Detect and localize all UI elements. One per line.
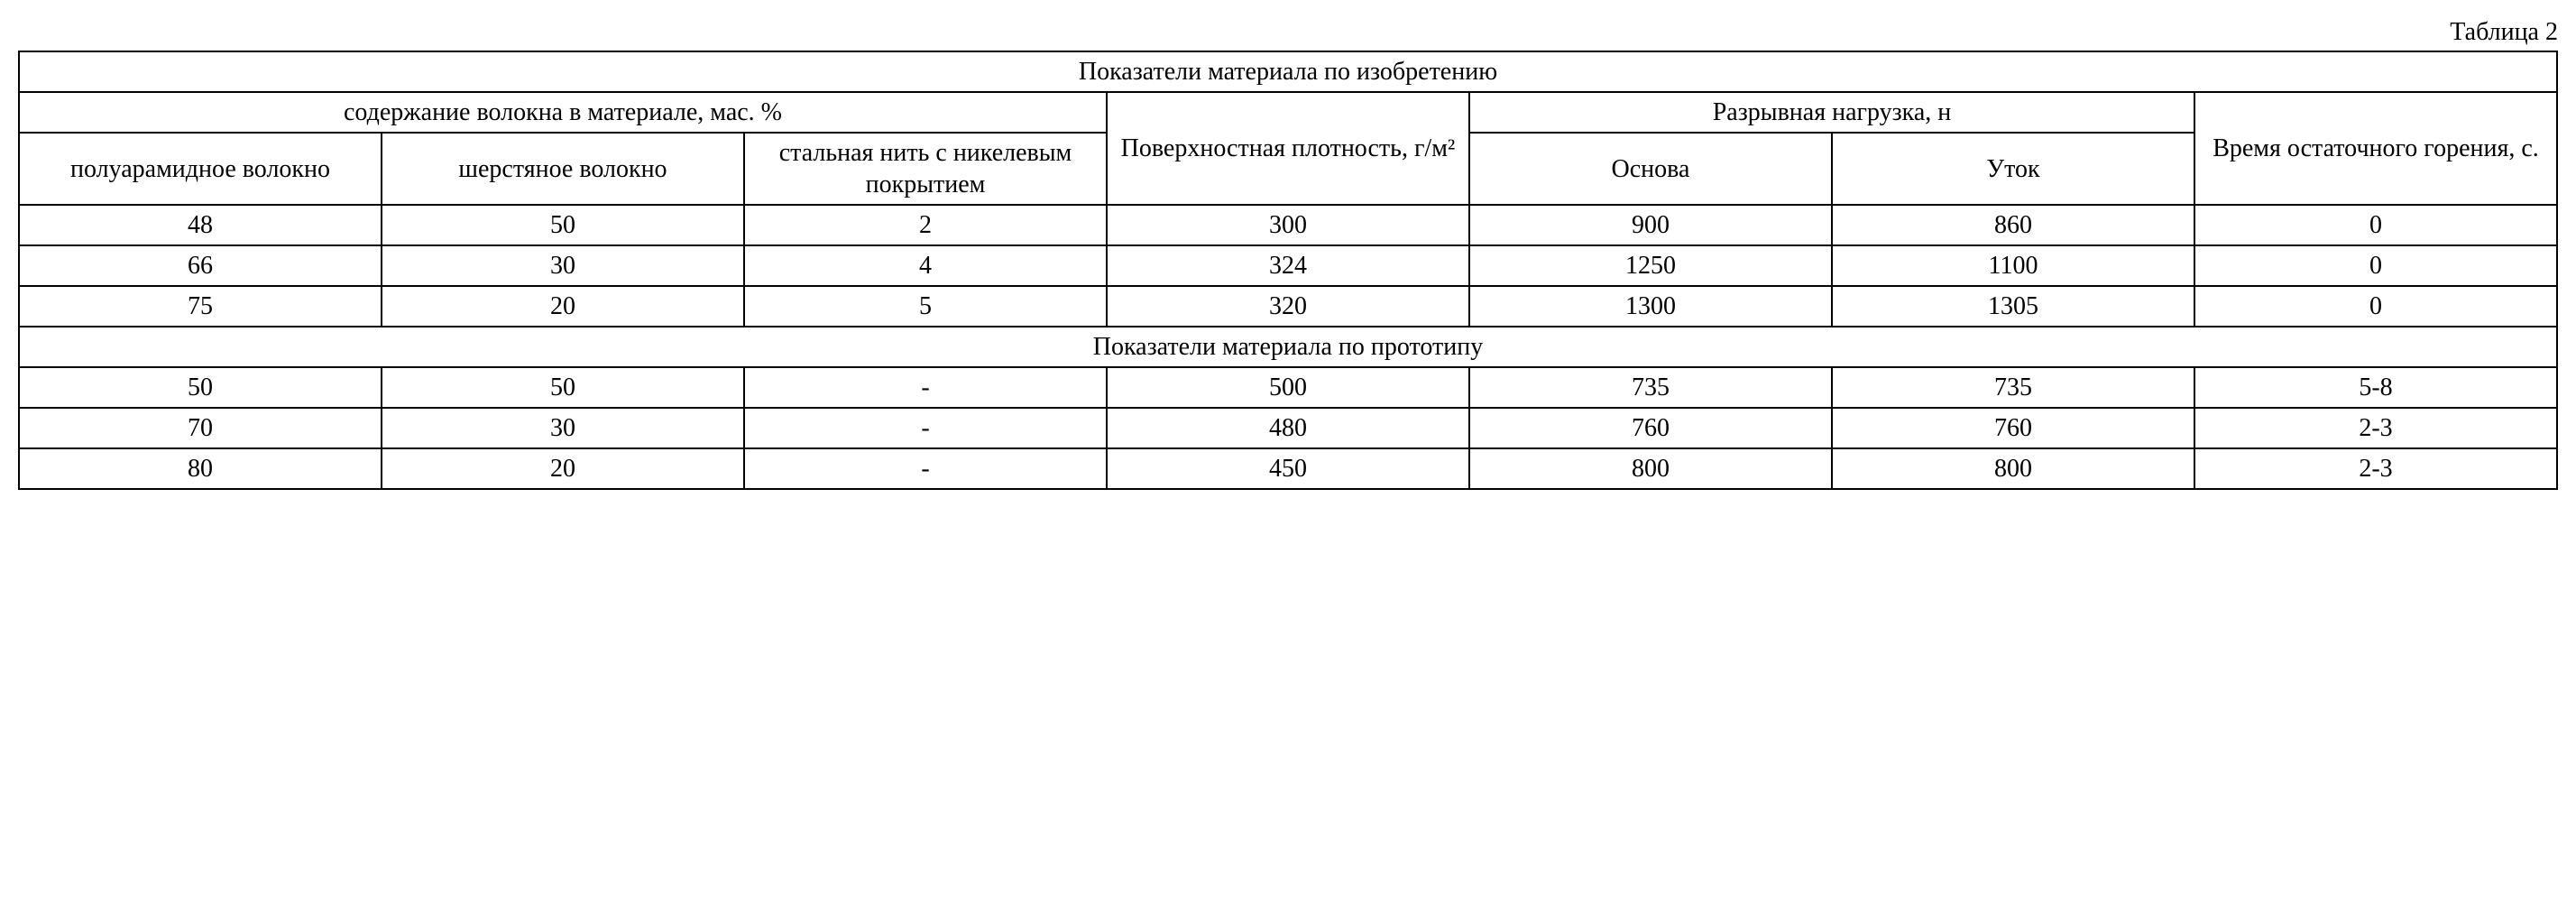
cell-polyaramid: 48 <box>19 205 382 245</box>
cell-burn: 0 <box>2194 205 2557 245</box>
section2-title: Показатели материала по прототипу <box>19 327 2557 367</box>
cell-burn: 5-8 <box>2194 367 2557 408</box>
header-weft: Уток <box>1832 133 2194 205</box>
cell-density: 324 <box>1107 245 1469 286</box>
data-table: Показатели материала по изобретению соде… <box>18 51 2558 490</box>
cell-weft: 1305 <box>1832 286 2194 327</box>
header-burn-time: Время остаточного горения, с. <box>2194 92 2557 205</box>
section-title-row: Показатели материала по изобретению <box>19 51 2557 92</box>
cell-wool: 50 <box>382 205 744 245</box>
cell-warp: 735 <box>1469 367 1832 408</box>
cell-wool: 20 <box>382 286 744 327</box>
header-wool: шерстяное волокно <box>382 133 744 205</box>
table-row: 70 30 - 480 760 760 2-3 <box>19 408 2557 448</box>
cell-warp: 800 <box>1469 448 1832 489</box>
cell-weft: 1100 <box>1832 245 2194 286</box>
cell-warp: 1250 <box>1469 245 1832 286</box>
cell-steel: 5 <box>744 286 1107 327</box>
cell-wool: 30 <box>382 245 744 286</box>
cell-steel: 4 <box>744 245 1107 286</box>
cell-weft: 735 <box>1832 367 2194 408</box>
cell-wool: 50 <box>382 367 744 408</box>
cell-burn: 0 <box>2194 245 2557 286</box>
cell-wool: 30 <box>382 408 744 448</box>
cell-density: 480 <box>1107 408 1469 448</box>
cell-density: 300 <box>1107 205 1469 245</box>
table-row: 75 20 5 320 1300 1305 0 <box>19 286 2557 327</box>
table-container: Таблица 2 Показатели материала по изобре… <box>18 18 2558 490</box>
table-row: 48 50 2 300 900 860 0 <box>19 205 2557 245</box>
cell-weft: 800 <box>1832 448 2194 489</box>
cell-density: 320 <box>1107 286 1469 327</box>
header-row-1: содержание волокна в материале, мас. % П… <box>19 92 2557 133</box>
cell-warp: 760 <box>1469 408 1832 448</box>
header-density: Поверхностная плотность, г/м² <box>1107 92 1469 205</box>
cell-weft: 760 <box>1832 408 2194 448</box>
cell-polyaramid: 70 <box>19 408 382 448</box>
cell-steel: - <box>744 448 1107 489</box>
section1-title: Показатели материала по изобретению <box>19 51 2557 92</box>
cell-burn: 2-3 <box>2194 408 2557 448</box>
section-title-row: Показатели материала по прототипу <box>19 327 2557 367</box>
cell-wool: 20 <box>382 448 744 489</box>
cell-weft: 860 <box>1832 205 2194 245</box>
cell-burn: 2-3 <box>2194 448 2557 489</box>
header-fiber-group: содержание волокна в материале, мас. % <box>19 92 1107 133</box>
cell-polyaramid: 75 <box>19 286 382 327</box>
header-steel: стальная нить с никелевым покрытием <box>744 133 1107 205</box>
cell-burn: 0 <box>2194 286 2557 327</box>
table-row: 80 20 - 450 800 800 2-3 <box>19 448 2557 489</box>
cell-polyaramid: 80 <box>19 448 382 489</box>
cell-density: 500 <box>1107 367 1469 408</box>
cell-steel: - <box>744 367 1107 408</box>
header-warp: Основа <box>1469 133 1832 205</box>
cell-polyaramid: 66 <box>19 245 382 286</box>
table-row: 66 30 4 324 1250 1100 0 <box>19 245 2557 286</box>
cell-steel: - <box>744 408 1107 448</box>
header-load-group: Разрывная нагрузка, н <box>1469 92 2194 133</box>
cell-density: 450 <box>1107 448 1469 489</box>
table-caption: Таблица 2 <box>18 18 2558 47</box>
header-polyaramid: полуарамидное волокно <box>19 133 382 205</box>
cell-warp: 900 <box>1469 205 1832 245</box>
cell-warp: 1300 <box>1469 286 1832 327</box>
cell-steel: 2 <box>744 205 1107 245</box>
cell-polyaramid: 50 <box>19 367 382 408</box>
table-row: 50 50 - 500 735 735 5-8 <box>19 367 2557 408</box>
